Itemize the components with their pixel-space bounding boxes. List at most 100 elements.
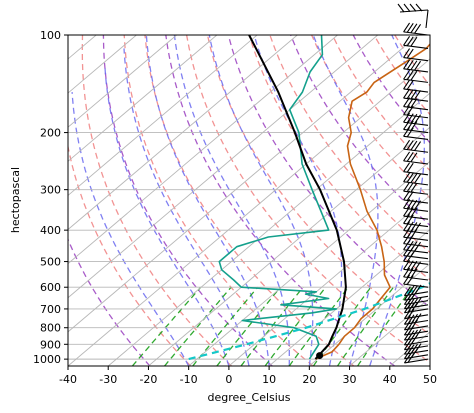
wind-barb-flag	[414, 313, 422, 323]
dry-adiabat	[68, 237, 151, 366]
wind-barb-flag	[403, 69, 411, 80]
x-tick-label: -40	[59, 373, 77, 386]
isotherm-gridline	[68, 35, 218, 162]
series-line	[248, 35, 347, 360]
wind-barb-flag	[406, 80, 414, 90]
x-ticks: -40 -30 -20 -10 0 10 20 30 40 50	[59, 366, 437, 386]
wind-barb-flag	[403, 3, 411, 13]
moist-adiabat	[369, 35, 425, 366]
wind-barb-flag	[410, 23, 418, 34]
y-tick-label: 800	[40, 322, 61, 335]
wind-barb-flag	[403, 286, 411, 296]
moist-adiabat	[123, 48, 250, 366]
wind-barb-flag	[414, 60, 422, 71]
dry-adiabat	[144, 35, 355, 366]
wind-barb-flag	[403, 79, 411, 90]
wind-barb-flag	[410, 173, 418, 184]
dry-adiabat	[331, 35, 430, 172]
series-line	[218, 35, 338, 360]
wind-barb-flag	[414, 90, 422, 100]
wind-barb-flag	[406, 191, 414, 201]
wind-barb-flag	[403, 88, 411, 99]
wind-barb-flag	[407, 330, 415, 340]
wind-barb-flag	[407, 314, 415, 325]
isotherm-gridline	[268, 228, 430, 366]
background-lines	[68, 35, 430, 366]
dry-adiabat	[185, 35, 430, 364]
wind-barb-flag	[410, 121, 418, 131]
x-tick-label: 0	[225, 373, 232, 386]
x-tick-label: 50	[423, 373, 437, 386]
y-tick-label: 1000	[33, 353, 61, 366]
wind-barb-flag	[411, 329, 418, 340]
wind-barb-flag	[414, 329, 422, 339]
isotherm-gridline	[188, 160, 430, 366]
mixing-ratio-line	[336, 286, 394, 366]
isotherm-gridline	[148, 126, 430, 366]
wind-barb-flag	[406, 221, 414, 232]
mixing-ratio-line	[216, 286, 281, 366]
wind-barb-flag	[414, 173, 422, 184]
wind-barb-flag	[410, 60, 418, 71]
wind-barb-flag	[414, 141, 422, 151]
dry-adiabat	[206, 35, 430, 336]
x-tick-label: -10	[180, 373, 198, 386]
wind-barb-flag	[403, 172, 411, 183]
wind-barb-flag	[403, 221, 411, 231]
wind-barb-flag	[397, 3, 405, 13]
wind-barb-flag	[410, 36, 418, 47]
y-axis-label: hectopascal	[9, 167, 22, 233]
wind-barb-flag	[406, 59, 414, 70]
isotherm-gridline	[68, 35, 258, 196]
dry-adiabat	[165, 35, 395, 366]
wind-barb-flag	[403, 35, 411, 46]
dry-adiabat	[248, 35, 430, 281]
wind-barb-flag	[406, 70, 414, 81]
mixing-ratio-line	[164, 286, 232, 366]
isotherm-gridline	[68, 35, 419, 333]
dry-adiabat	[290, 35, 430, 227]
series-line	[188, 282, 430, 361]
y-tick-label: 300	[40, 184, 61, 197]
isotherm-gridline	[389, 331, 430, 366]
wind-barb-flag	[407, 308, 415, 319]
y-tick-label: 100	[40, 29, 61, 42]
wind-barb-flag	[410, 140, 418, 151]
dry-adiabat	[311, 35, 430, 199]
moist-adiabat	[208, 35, 314, 366]
x-axis-label: degree_Celsius	[207, 391, 290, 404]
wind-barb-flag	[411, 285, 418, 295]
mixing-ratio-line	[357, 286, 413, 366]
surface-parcel-marker	[316, 352, 324, 360]
dry-adiabat	[269, 35, 430, 254]
wind-barb-flag	[410, 89, 418, 100]
wind-barb-flag	[406, 182, 414, 192]
wind-barb-flag	[414, 241, 422, 252]
isotherm-gridline	[429, 365, 430, 366]
moist-adiabat	[253, 35, 343, 366]
wind-barb-flag	[414, 222, 422, 233]
wind-barb-flag	[414, 23, 422, 34]
wind-barb	[399, 9, 429, 13]
wind-barb	[425, 9, 429, 29]
wind-barb-flag	[410, 241, 418, 251]
y-tick-label: 700	[40, 303, 61, 316]
wind-barb-flag	[403, 181, 411, 192]
wind-barb-flag	[406, 275, 414, 285]
y-tick-label: 500	[40, 256, 61, 269]
wind-barb-flag	[406, 172, 414, 183]
x-tick-label: -30	[99, 373, 117, 386]
wind-barb-flag	[403, 162, 411, 173]
isotherm-gridline	[228, 194, 430, 366]
mixing-ratio-line	[240, 286, 304, 366]
isotherm-gridline	[68, 35, 177, 128]
isotherm-gridline	[68, 35, 379, 299]
wind-barb-flag	[403, 59, 411, 70]
dry-adiabat	[81, 35, 232, 366]
isotherm-gridline	[68, 35, 338, 265]
x-tick-label: 10	[262, 373, 276, 386]
wind-barb-flag	[411, 313, 418, 324]
moist-adiabat	[71, 92, 190, 366]
dry-adiabat	[68, 143, 192, 366]
